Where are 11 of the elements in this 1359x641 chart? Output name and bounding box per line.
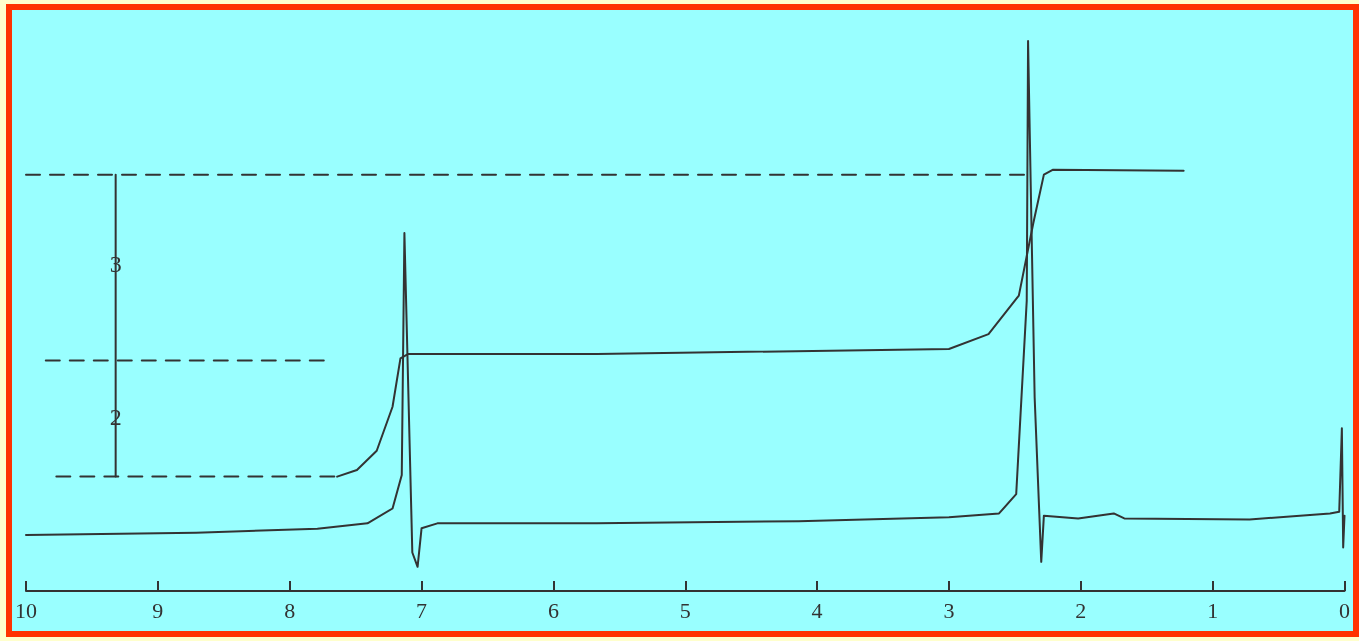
x-tick-label: 2 — [1075, 597, 1087, 623]
x-tick-label: 8 — [284, 597, 296, 623]
x-tick-label: 7 — [416, 597, 428, 623]
x-tick-label: 6 — [547, 597, 559, 623]
x-tick-label: 9 — [152, 597, 164, 623]
x-tick-label: 4 — [811, 597, 823, 623]
x-tick-label: 10 — [15, 597, 37, 623]
x-tick-label: 5 — [679, 597, 691, 623]
x-tick-label: 1 — [1207, 597, 1219, 623]
x-tick-label: 0 — [1339, 597, 1350, 623]
x-tick-label: 3 — [943, 597, 955, 623]
